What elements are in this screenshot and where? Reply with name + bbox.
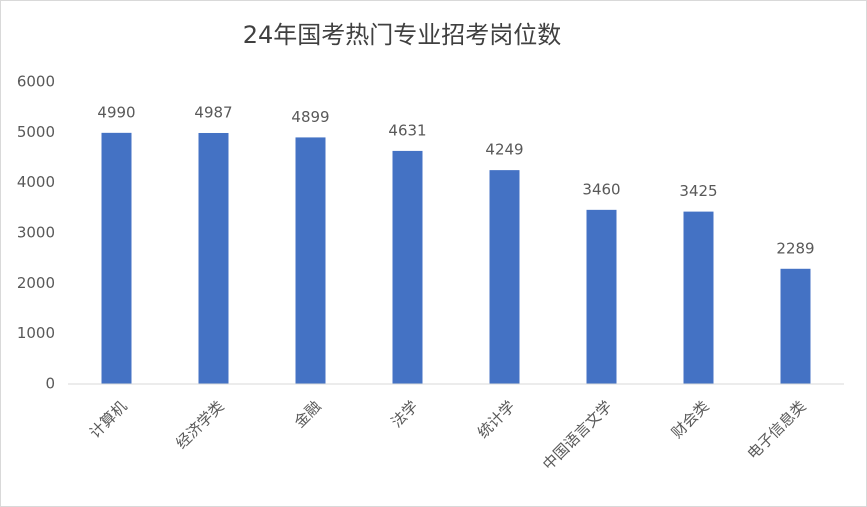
bar [295,137,326,384]
data-label: 4631 [388,121,426,139]
bar [101,132,132,384]
y-tick-label: 3000 [17,224,55,242]
bar [683,211,714,384]
chart-title: 24年国考热门专业招考岗位数 [243,21,562,49]
y-tick-label: 5000 [17,123,55,141]
bar [198,132,229,384]
y-tick-label: 6000 [17,73,55,91]
bar [586,209,617,384]
bar [489,170,520,384]
y-tick-label: 0 [45,375,55,393]
y-tick-label: 4000 [17,173,55,191]
bar [780,268,811,384]
y-tick-label: 1000 [17,324,55,342]
data-label: 4990 [97,103,135,121]
data-label: 4249 [485,141,523,159]
data-label: 2289 [776,239,814,257]
y-tick-label: 2000 [17,274,55,292]
bar [392,150,423,384]
data-label: 3425 [679,182,717,200]
data-label: 4987 [194,103,232,121]
data-label: 4899 [291,108,329,126]
data-label: 3460 [582,180,620,198]
